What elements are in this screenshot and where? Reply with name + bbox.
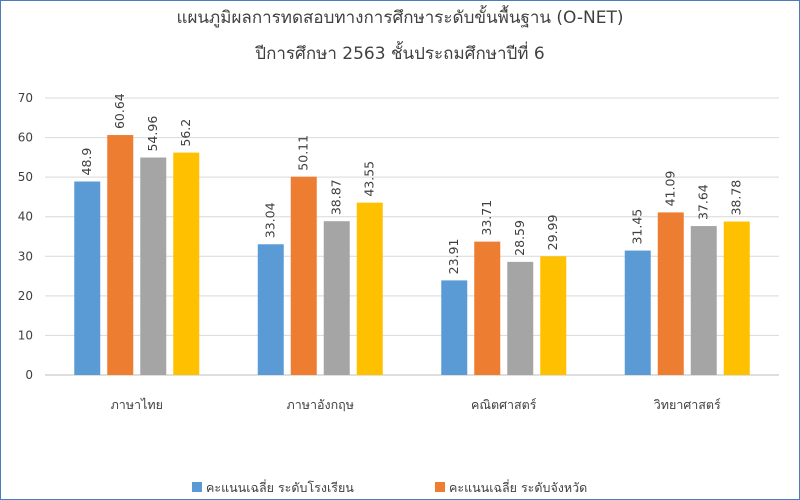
bars: 48.9 60.64 54.96 56.2 33.04 50.11 38.87 43.55 23… xyxy=(74,93,750,375)
data-label: 60.64 xyxy=(112,93,127,129)
bar xyxy=(624,250,651,375)
x-tick-label: วิทยาศาสตร์ xyxy=(654,397,721,412)
data-label: 50.11 xyxy=(296,135,311,171)
data-label: 38.87 xyxy=(329,179,344,215)
y-tick-label: 60 xyxy=(18,131,33,145)
bar xyxy=(173,152,200,375)
y-axis: 0 10 20 30 40 50 60 70 xyxy=(18,91,33,382)
y-tick-label: 0 xyxy=(25,368,33,382)
bar xyxy=(257,244,284,375)
data-label: 37.64 xyxy=(696,184,711,220)
x-tick-label: ภาษาอังกฤษ xyxy=(286,397,354,412)
data-label: 23.91 xyxy=(446,239,461,275)
x-tick-label: ภาษาไทย xyxy=(111,397,163,412)
legend-label: คะแนนเฉลี่ย ระดับจังหวัด xyxy=(449,479,587,495)
bar xyxy=(107,135,134,375)
y-tick-label: 30 xyxy=(18,249,33,263)
data-label: 43.55 xyxy=(362,161,377,197)
legend-swatch xyxy=(435,482,445,492)
bar xyxy=(441,280,468,375)
data-label: 33.04 xyxy=(263,202,278,238)
bar xyxy=(540,256,567,375)
data-label: 54.96 xyxy=(145,116,160,152)
data-label: 41.09 xyxy=(663,171,678,207)
data-label: 28.59 xyxy=(512,220,527,256)
bar xyxy=(690,226,717,375)
legend: คะแนนเฉลี่ย ระดับโรงเรียน คะแนนเฉลี่ย ระด… xyxy=(192,479,587,495)
bar xyxy=(140,157,167,375)
data-label: 33.71 xyxy=(479,200,494,236)
data-label: 31.45 xyxy=(630,209,645,245)
data-label: 56.2 xyxy=(178,119,193,147)
y-tick-label: 40 xyxy=(18,210,33,224)
bar xyxy=(290,176,317,375)
y-tick-label: 70 xyxy=(18,91,33,105)
x-tick-label: คณิตศาสตร์ xyxy=(471,397,537,412)
gridlines xyxy=(45,97,779,376)
data-label: 48.9 xyxy=(79,148,94,176)
y-tick-label: 50 xyxy=(18,170,33,184)
data-label: 29.99 xyxy=(545,214,560,250)
bar xyxy=(323,221,350,375)
bar xyxy=(356,202,383,375)
y-tick-label: 20 xyxy=(18,289,33,303)
bar xyxy=(657,212,684,375)
legend-label: คะแนนเฉลี่ย ระดับโรงเรียน xyxy=(206,479,354,495)
bar xyxy=(74,181,101,375)
bar xyxy=(474,241,501,375)
data-label: 38.78 xyxy=(729,180,744,216)
bar xyxy=(507,261,534,375)
x-axis: ภาษาไทย ภาษาอังกฤษ คณิตศาสตร์ วิทยาศาสตร์ xyxy=(111,397,721,412)
y-tick-label: 10 xyxy=(18,328,33,342)
chart-title: แผนภูมิผลการทดสอบทางการศึกษาระดับขั้นพื้… xyxy=(177,5,624,28)
legend-swatch xyxy=(192,482,202,492)
bar xyxy=(723,221,750,375)
chart-subtitle: ปีการศึกษา 2563 ชั้นประถมศึกษาปีที่ 6 xyxy=(254,41,544,64)
